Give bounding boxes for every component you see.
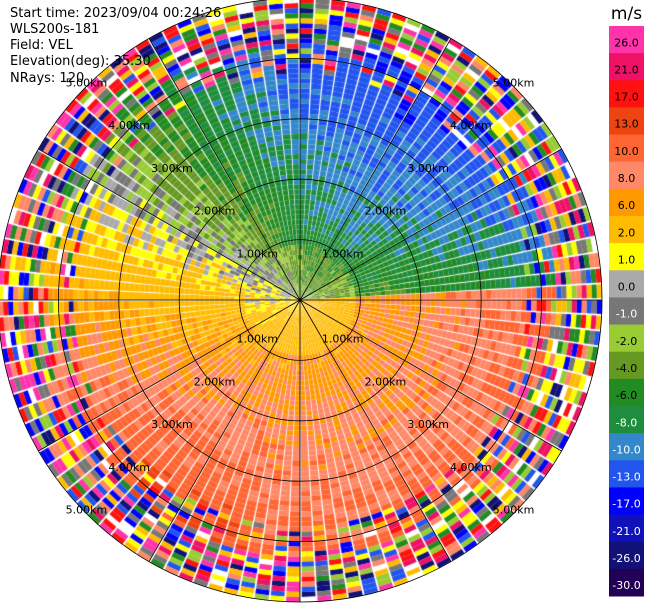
range-label: 2.00km [194, 205, 236, 218]
azimuth-line-30 [299, 38, 452, 301]
range-label: 5.00km [66, 504, 108, 517]
range-label: 4.00km [108, 461, 150, 474]
colorbar-tick-label: -21.0 [612, 525, 640, 538]
range-label: 4.00km [108, 119, 150, 132]
azimuth-line-150 [299, 299, 452, 562]
colorbar-tick-label: 21.0 [614, 63, 639, 76]
colorbar-tick-label: -10.0 [612, 443, 640, 456]
start-time-label: Start time: 2023/09/04 00:24:26 [10, 6, 222, 21]
azimuth-line-120 [299, 299, 562, 452]
range-label: 5.00km [493, 504, 535, 517]
colorbar-swatch [609, 161, 644, 190]
colorbar-tick-label: 10.0 [614, 145, 639, 158]
range-label: 1.00km [237, 247, 279, 260]
range-label: 4.00km [450, 119, 492, 132]
colorbar-swatch [609, 134, 644, 163]
colorbar-swatch [609, 351, 644, 380]
colorbar-tick-label: 6.0 [618, 199, 636, 212]
azimuth-line-330 [148, 38, 301, 301]
colorbar-tick-label: 17.0 [614, 91, 639, 104]
colorbar-swatch [609, 107, 644, 136]
colorbar-swatch [609, 26, 644, 54]
colorbar-tick-label: -2.0 [616, 335, 637, 348]
colorbar-tick-label: -26.0 [612, 552, 640, 565]
colorbar-tick-label: 1.0 [618, 253, 636, 266]
colorbar-tick-label: 0.0 [618, 281, 636, 294]
range-label: 3.00km [151, 418, 193, 431]
colorbar-tick-label: -1.0 [616, 308, 637, 321]
colorbar-swatch [609, 487, 644, 516]
azimuth-line-60 [299, 148, 562, 301]
elevation-label: Elevation(deg): 35.30 [10, 54, 151, 69]
colorbar-swatch [609, 568, 644, 597]
colorbar-tick-label: 26.0 [614, 36, 639, 49]
colorbar-swatch [609, 514, 644, 543]
range-label: 3.00km [407, 162, 449, 175]
colorbar-tick-label: -8.0 [616, 416, 637, 429]
instrument-label: WLS200s-181 [10, 22, 100, 37]
nrays-label: NRays: 120 [10, 71, 85, 86]
azimuth-line-300 [38, 148, 301, 301]
range-label: 4.00km [450, 461, 492, 474]
field-label: Field: VEL [10, 38, 73, 53]
colorbar-swatch [609, 406, 644, 434]
colorbar-tick-label: 2.0 [618, 226, 636, 239]
range-label: 5.00km [493, 76, 535, 89]
range-label: 1.00km [237, 333, 279, 346]
colorbar-tick-label: -30.0 [612, 579, 640, 592]
colorbar-tick-label: -6.0 [616, 389, 637, 402]
range-label: 2.00km [194, 375, 236, 388]
colorbar-swatch [609, 541, 644, 570]
colorbar-swatch [609, 297, 644, 326]
range-label: 1.00km [322, 247, 364, 260]
range-label: 3.00km [151, 162, 193, 175]
range-label: 1.00km [322, 333, 364, 346]
colorbar-swatch [609, 188, 644, 217]
colorbar-swatch [609, 378, 644, 407]
range-label: 3.00km [407, 418, 449, 431]
colorbar-swatch [609, 270, 644, 298]
colorbar-swatch [609, 324, 644, 353]
colorbar-swatch [609, 216, 644, 244]
colorbar-swatch [609, 80, 644, 108]
azimuth-line-240 [38, 299, 301, 452]
colorbar-swatch [609, 53, 644, 81]
colorbar-swatch [609, 433, 644, 461]
range-label: 2.00km [365, 205, 407, 218]
colorbar-tick-label: -17.0 [612, 498, 640, 511]
colorbar-swatch [609, 460, 644, 488]
colorbar-unit-label: m/s [611, 4, 642, 24]
colorbar-tick-label: 13.0 [614, 118, 639, 131]
colorbar-swatch [609, 243, 644, 271]
colorbar-tick-label: -13.0 [612, 471, 640, 484]
colorbar-tick-label: 8.0 [618, 172, 636, 185]
range-label: 2.00km [365, 375, 407, 388]
colorbar-tick-label: -4.0 [616, 362, 637, 375]
range-label: 5.00km [66, 76, 108, 89]
azimuth-line-210 [148, 299, 301, 562]
